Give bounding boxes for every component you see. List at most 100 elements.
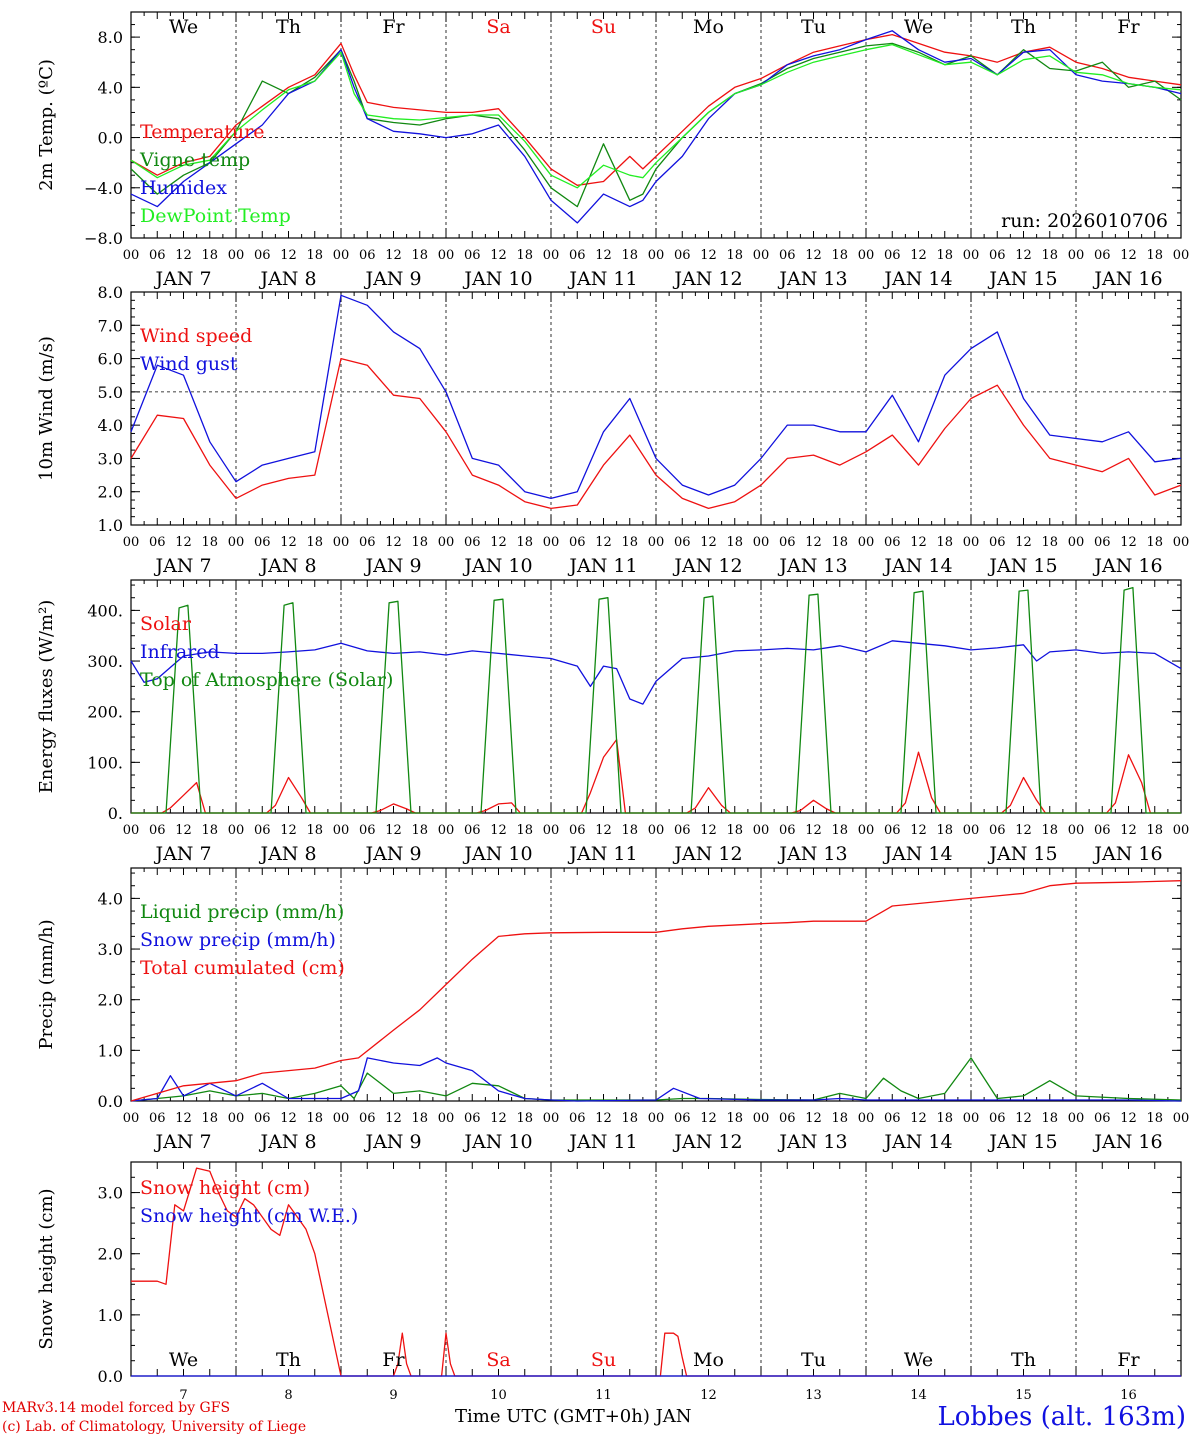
y-tick-label: 400.	[87, 601, 123, 620]
series-total-cumulated-cm-	[130, 880, 1182, 1102]
weekday-label: Fr	[382, 16, 405, 38]
day-label: JAN 14	[882, 268, 952, 290]
day-number-label: 11	[595, 1388, 612, 1403]
hour-label: 06	[674, 823, 691, 838]
day-label: JAN 13	[777, 843, 847, 865]
hour-label: 18	[201, 823, 218, 838]
hour-label: 06	[674, 535, 691, 550]
hour-label: 18	[1146, 1111, 1163, 1126]
legend-entry: Snow height (cm)	[140, 1177, 310, 1199]
hour-label: 00	[753, 535, 770, 550]
hour-label: 06	[779, 248, 796, 263]
y-tick-label: −8.0	[84, 229, 123, 248]
hour-label: 00	[438, 535, 455, 550]
series-top-of-atmosphere-solar-	[131, 586, 1181, 814]
series-wind-speed	[130, 357, 1182, 510]
y-axis-label: 2m Temp. (ºC)	[36, 59, 57, 191]
hour-label: 00	[1173, 248, 1190, 263]
hour-label: 06	[569, 535, 586, 550]
hour-label: 18	[411, 823, 428, 838]
weekday-label: Th	[276, 16, 301, 38]
hour-label: 12	[1120, 535, 1137, 550]
hour-label: 12	[805, 535, 822, 550]
weekday-label: Sa	[486, 1349, 510, 1371]
hour-label: 06	[254, 248, 271, 263]
series-snow-precip-mm-h-	[130, 1057, 1182, 1102]
day-number-label: 16	[1120, 1388, 1137, 1403]
hour-label: 06	[989, 1111, 1006, 1126]
weekday-label: We	[169, 16, 198, 38]
credit-lab: (c) Lab. of Climatology, University of L…	[2, 1419, 307, 1435]
hour-label: 18	[936, 1111, 953, 1126]
weekday-label: Th	[276, 1349, 301, 1371]
y-tick-label: 5.0	[98, 383, 123, 402]
weekday-label: We	[904, 16, 933, 38]
hour-label: 06	[1094, 823, 1111, 838]
hour-label: 12	[1015, 1111, 1032, 1126]
day-label: JAN 11	[567, 1131, 637, 1153]
hour-label: 06	[464, 1111, 481, 1126]
hour-label: 18	[831, 823, 848, 838]
hour-label: 12	[1120, 248, 1137, 263]
hour-label: 06	[149, 248, 166, 263]
weekday-label: Mo	[693, 16, 724, 38]
hour-label: 00	[333, 1111, 350, 1126]
hour-label: 18	[831, 248, 848, 263]
hour-label: 00	[1068, 1111, 1085, 1126]
hour-label: 18	[726, 248, 743, 263]
day-label: JAN 9	[363, 268, 421, 290]
hour-label: 12	[910, 1111, 927, 1126]
hour-label: 06	[989, 823, 1006, 838]
run-label: run: 2026010706	[1001, 210, 1168, 232]
hour-label: 06	[884, 823, 901, 838]
y-tick-label: 6.0	[98, 350, 123, 369]
hour-label: 12	[385, 248, 402, 263]
day-label: JAN 7	[153, 1131, 211, 1153]
day-number-label: 15	[1015, 1388, 1032, 1403]
y-tick-label: 200.	[87, 703, 123, 722]
hour-label: 06	[779, 1111, 796, 1126]
hour-label: 18	[516, 535, 533, 550]
hour-label: 12	[700, 535, 717, 550]
legend-entry: Top of Atmosphere (Solar)	[140, 669, 393, 691]
panel-1: −8.0 −4.0 0.0 4.0 8.0 2m Temp. (ºC) Temperatur…	[36, 11, 1190, 290]
hour-label: 00	[753, 823, 770, 838]
legend-entry: Humidex	[140, 177, 227, 199]
hour-label: 18	[411, 1111, 428, 1126]
hour-label: 00	[228, 248, 245, 263]
hour-label: 00	[858, 535, 875, 550]
hour-label: 06	[359, 823, 376, 838]
hour-label: 06	[149, 535, 166, 550]
y-tick-label: 100.	[87, 753, 123, 772]
day-label: JAN 7	[153, 843, 211, 865]
hour-label: 00	[543, 823, 560, 838]
y-tick-label: 4.0	[98, 889, 123, 908]
hour-label: 06	[254, 535, 271, 550]
hour-label: 12	[805, 248, 822, 263]
hour-label: 18	[936, 535, 953, 550]
day-label: JAN 14	[882, 843, 952, 865]
hour-label: 12	[385, 535, 402, 550]
hour-label: 18	[306, 248, 323, 263]
hour-label: 06	[464, 248, 481, 263]
day-label: JAN 10	[462, 268, 532, 290]
hour-label: 00	[753, 248, 770, 263]
hour-label: 12	[700, 823, 717, 838]
hour-label: 18	[936, 248, 953, 263]
weekday-label: We	[904, 1349, 933, 1371]
hour-label: 12	[700, 1111, 717, 1126]
hour-label: 00	[1173, 535, 1190, 550]
day-number-label: 7	[179, 1388, 187, 1403]
day-label: JAN 11	[567, 555, 637, 577]
day-label: JAN 10	[462, 843, 532, 865]
day-label: JAN 12	[672, 268, 742, 290]
y-tick-label: 1.0	[98, 516, 123, 535]
day-label: JAN 8	[258, 1131, 316, 1153]
legend-entry: Snow precip (mm/h)	[140, 929, 336, 951]
hour-label: 12	[280, 535, 297, 550]
hour-label: 18	[201, 248, 218, 263]
y-tick-label: 3.0	[98, 940, 123, 959]
hour-label: 18	[306, 535, 323, 550]
legend-entry: Solar	[140, 613, 192, 635]
